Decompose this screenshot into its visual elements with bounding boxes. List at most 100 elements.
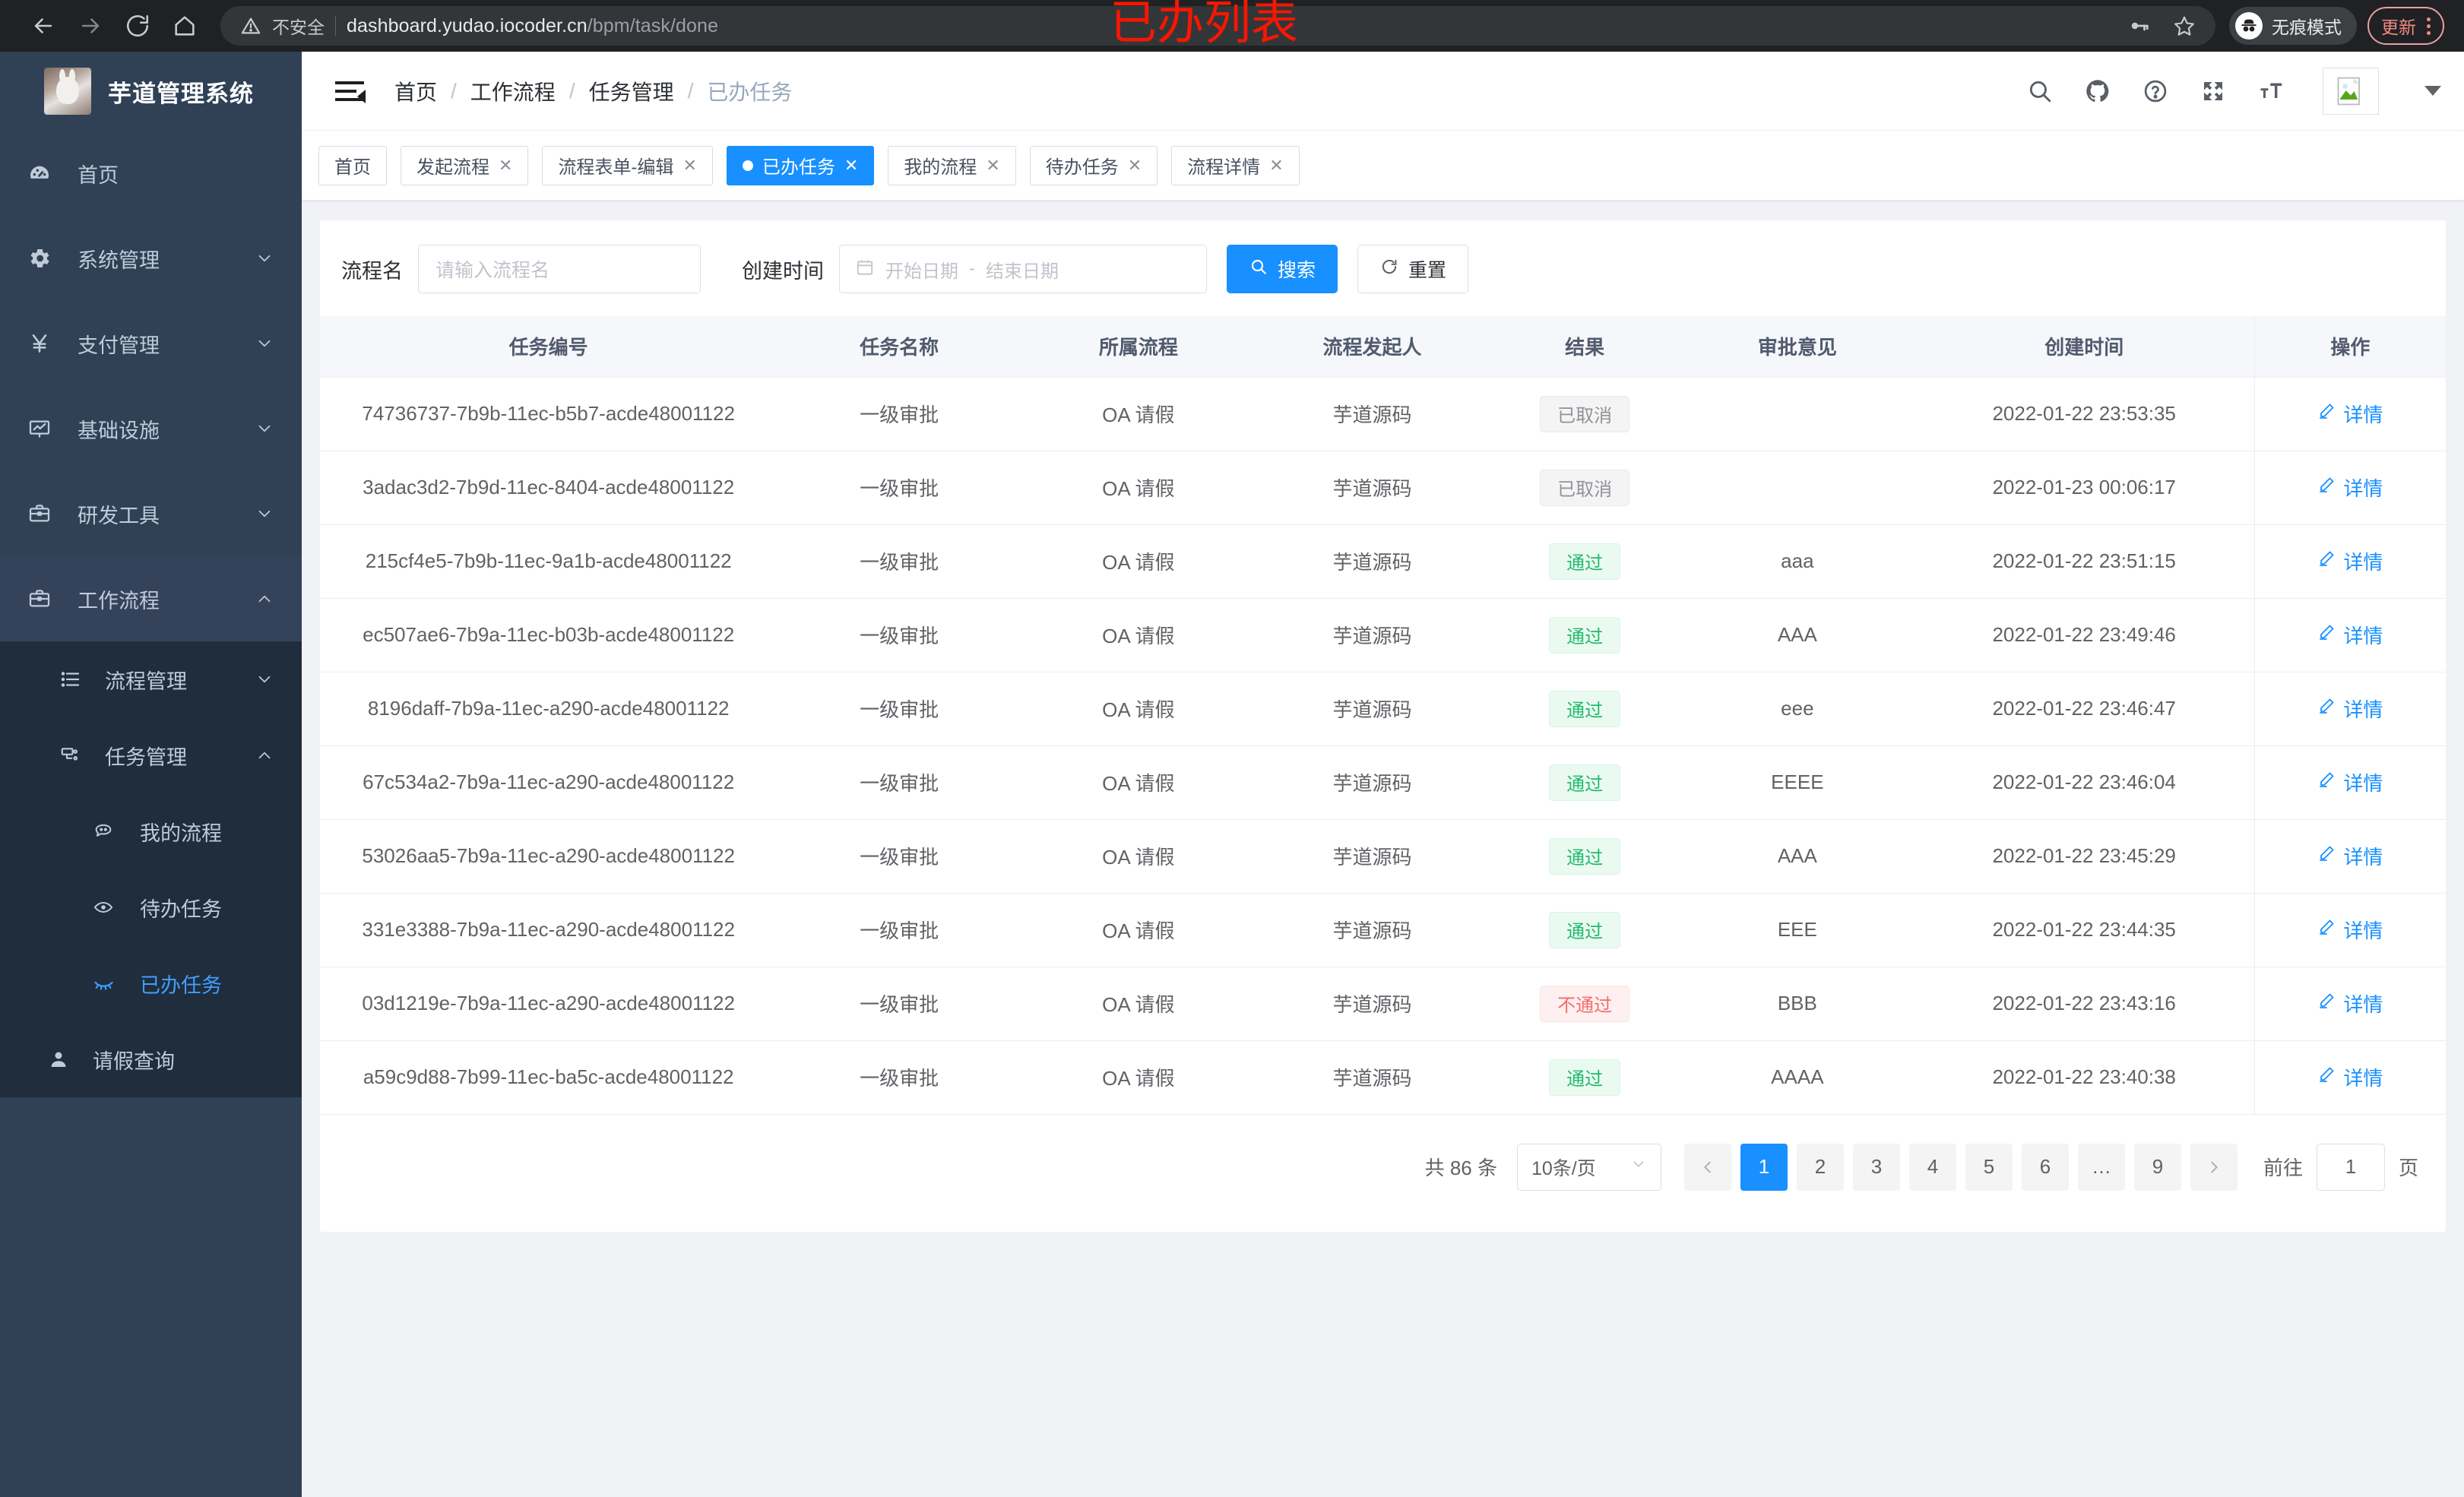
goto-page-input[interactable]: 1 (2316, 1143, 2385, 1191)
page-button-1[interactable]: 1 (1740, 1143, 1788, 1191)
detail-link[interactable]: 详情 (2317, 473, 2383, 502)
breadcrumb-item-home[interactable]: 首页 (394, 80, 438, 104)
help-icon[interactable] (2142, 78, 2169, 105)
tab-start-process[interactable]: 发起流程 ✕ (401, 145, 529, 185)
detail-link[interactable]: 详情 (2317, 621, 2383, 649)
sidebar-item-process-management[interactable]: 流程管理 (0, 641, 302, 717)
page-button-6[interactable]: 6 (2021, 1143, 2069, 1191)
reload-button[interactable] (114, 2, 161, 49)
table-row: a59c9d88-7b99-11ec-ba5c-acde48001122 一级审批… (320, 1040, 2446, 1115)
page-button-5[interactable]: 5 (1965, 1143, 2013, 1191)
create-time-daterange[interactable]: 开始日期 - 结束日期 (839, 245, 1207, 293)
tab-home[interactable]: 首页 (318, 145, 387, 185)
active-dot-icon (742, 160, 753, 171)
daterange-separator: - (969, 258, 975, 279)
detail-link[interactable]: 详情 (2317, 1063, 2383, 1091)
tab-label: 发起流程 (416, 157, 489, 178)
detail-link[interactable]: 详情 (2317, 695, 2383, 723)
avatar[interactable] (2323, 67, 2379, 115)
sidebar-item-my-process[interactable]: 我的流程 (0, 793, 302, 869)
github-icon[interactable] (2084, 78, 2111, 105)
cell-operation: 详情 (2253, 893, 2446, 967)
process-name-input[interactable]: 请输入流程名 (418, 245, 701, 293)
sidebar-item-done-tasks[interactable]: 已办任务 (0, 945, 302, 1021)
sidebar-item-system[interactable]: 系统管理 (0, 216, 302, 301)
sidebar-item-payment[interactable]: 支付管理 (0, 301, 302, 386)
cell-created: 2022-01-22 23:46:04 (1914, 745, 2255, 820)
breadcrumb-item-workflow[interactable]: 工作流程 (470, 80, 556, 104)
forward-button[interactable] (67, 2, 114, 49)
search-icon[interactable] (2026, 78, 2054, 105)
tab-process-form-edit[interactable]: 流程表单-编辑 ✕ (542, 145, 713, 185)
chrome-menu-icon[interactable] (2427, 17, 2431, 35)
close-icon[interactable]: ✕ (986, 155, 1000, 175)
detail-link[interactable]: 详情 (2317, 842, 2383, 870)
cell-process: OA 请假 (1021, 819, 1256, 894)
cell-process: OA 请假 (1021, 893, 1256, 967)
address-bar[interactable]: 不安全 dashboard.yudao.iocoder.cn/bpm/task/… (220, 6, 2215, 46)
cell-result: 通过 (1489, 1040, 1681, 1115)
tab-label: 已办任务 (762, 157, 835, 178)
close-icon[interactable]: ✕ (683, 155, 697, 175)
tab-my-process[interactable]: 我的流程 ✕ (888, 145, 1016, 185)
password-key-icon[interactable] (2127, 14, 2150, 37)
page-button-2[interactable]: 2 (1796, 1143, 1844, 1191)
pagination: 共 86 条 10条/页 1 2 3 4 5 6… 9 前往 1 (320, 1115, 2446, 1232)
brand[interactable]: 芋道管理系统 (0, 52, 302, 131)
topbar: 首页 / 工作流程 / 任务管理 / 已办任务 (302, 52, 2464, 131)
reset-button[interactable]: 重置 (1357, 245, 1469, 293)
update-button[interactable]: 更新 (2367, 7, 2444, 45)
prev-page-button[interactable] (1683, 1143, 1731, 1191)
page-button-9[interactable]: 9 (2133, 1143, 2181, 1191)
detail-link-label: 详情 (2343, 993, 2383, 1016)
sidebar-item-workflow[interactable]: 工作流程 (0, 556, 302, 641)
sidebar-item-home[interactable]: 首页 (0, 131, 302, 216)
breadcrumb-separator: / (687, 78, 694, 103)
next-page-button[interactable] (2190, 1143, 2238, 1191)
page-button-3[interactable]: 3 (1852, 1143, 1900, 1191)
annotation-text: 已办列表 (1110, 0, 1299, 49)
incognito-indicator[interactable]: 无痕模式 (2229, 7, 2357, 45)
detail-link[interactable]: 详情 (2317, 989, 2383, 1018)
tab-process-detail[interactable]: 流程详情 ✕ (1171, 145, 1300, 185)
detail-link[interactable]: 详情 (2317, 916, 2383, 944)
sidebar: 芋道管理系统 首页 系统管理 支付管理 基础设施 (0, 52, 302, 1497)
search-button[interactable]: 搜索 (1227, 245, 1338, 293)
detail-link[interactable]: 详情 (2317, 768, 2383, 796)
detail-link[interactable]: 详情 (2317, 400, 2383, 428)
close-icon[interactable]: ✕ (1269, 155, 1284, 175)
sidebar-collapse-icon[interactable] (335, 81, 366, 103)
col-task-name: 任务名称 (777, 316, 1021, 378)
tab-label: 首页 (334, 157, 371, 178)
task-node-icon (59, 744, 105, 767)
back-button[interactable] (20, 2, 67, 49)
close-icon[interactable]: ✕ (1127, 155, 1142, 175)
close-icon[interactable]: ✕ (844, 155, 859, 175)
cell-operation: 详情 (2253, 598, 2446, 673)
breadcrumb-item-task-management[interactable]: 任务管理 (588, 80, 674, 104)
fullscreen-icon[interactable] (2200, 78, 2227, 105)
cell-comment (1680, 451, 1915, 525)
sidebar-item-task-management[interactable]: 任务管理 (0, 717, 302, 793)
tab-todo-tasks[interactable]: 待办任务 ✕ (1029, 145, 1158, 185)
font-size-icon[interactable] (2257, 78, 2285, 105)
page-button-4[interactable]: 4 (1908, 1143, 1956, 1191)
chevron-down-icon[interactable] (2424, 86, 2441, 96)
page-button-…[interactable]: … (2077, 1143, 2125, 1191)
sidebar-item-infrastructure[interactable]: 基础设施 (0, 386, 302, 471)
status-badge: 通过 (1549, 911, 1621, 948)
sidebar-item-devtools[interactable]: 研发工具 (0, 471, 302, 556)
bookmark-star-icon[interactable] (2173, 14, 2196, 37)
close-icon[interactable]: ✕ (499, 155, 513, 175)
filter-bar: 流程名 请输入流程名 创建时间 开始日期 - 结束日期 (320, 220, 2446, 316)
detail-link[interactable]: 详情 (2317, 547, 2383, 575)
tab-done-tasks[interactable]: 已办任务 ✕ (726, 145, 875, 185)
sidebar-item-todo-tasks[interactable]: 待办任务 (0, 869, 302, 945)
cell-starter: 芋道源码 (1255, 598, 1490, 673)
sidebar-item-leave-query[interactable]: 请假查询 (0, 1021, 302, 1097)
home-button[interactable] (161, 2, 208, 49)
page-number-buttons: 1 2 3 4 5 6… 9 (1740, 1143, 2190, 1191)
list-icon (59, 668, 105, 691)
page-size-select[interactable]: 10条/页 (1516, 1143, 1661, 1191)
detail-link-label: 详情 (2343, 698, 2383, 721)
